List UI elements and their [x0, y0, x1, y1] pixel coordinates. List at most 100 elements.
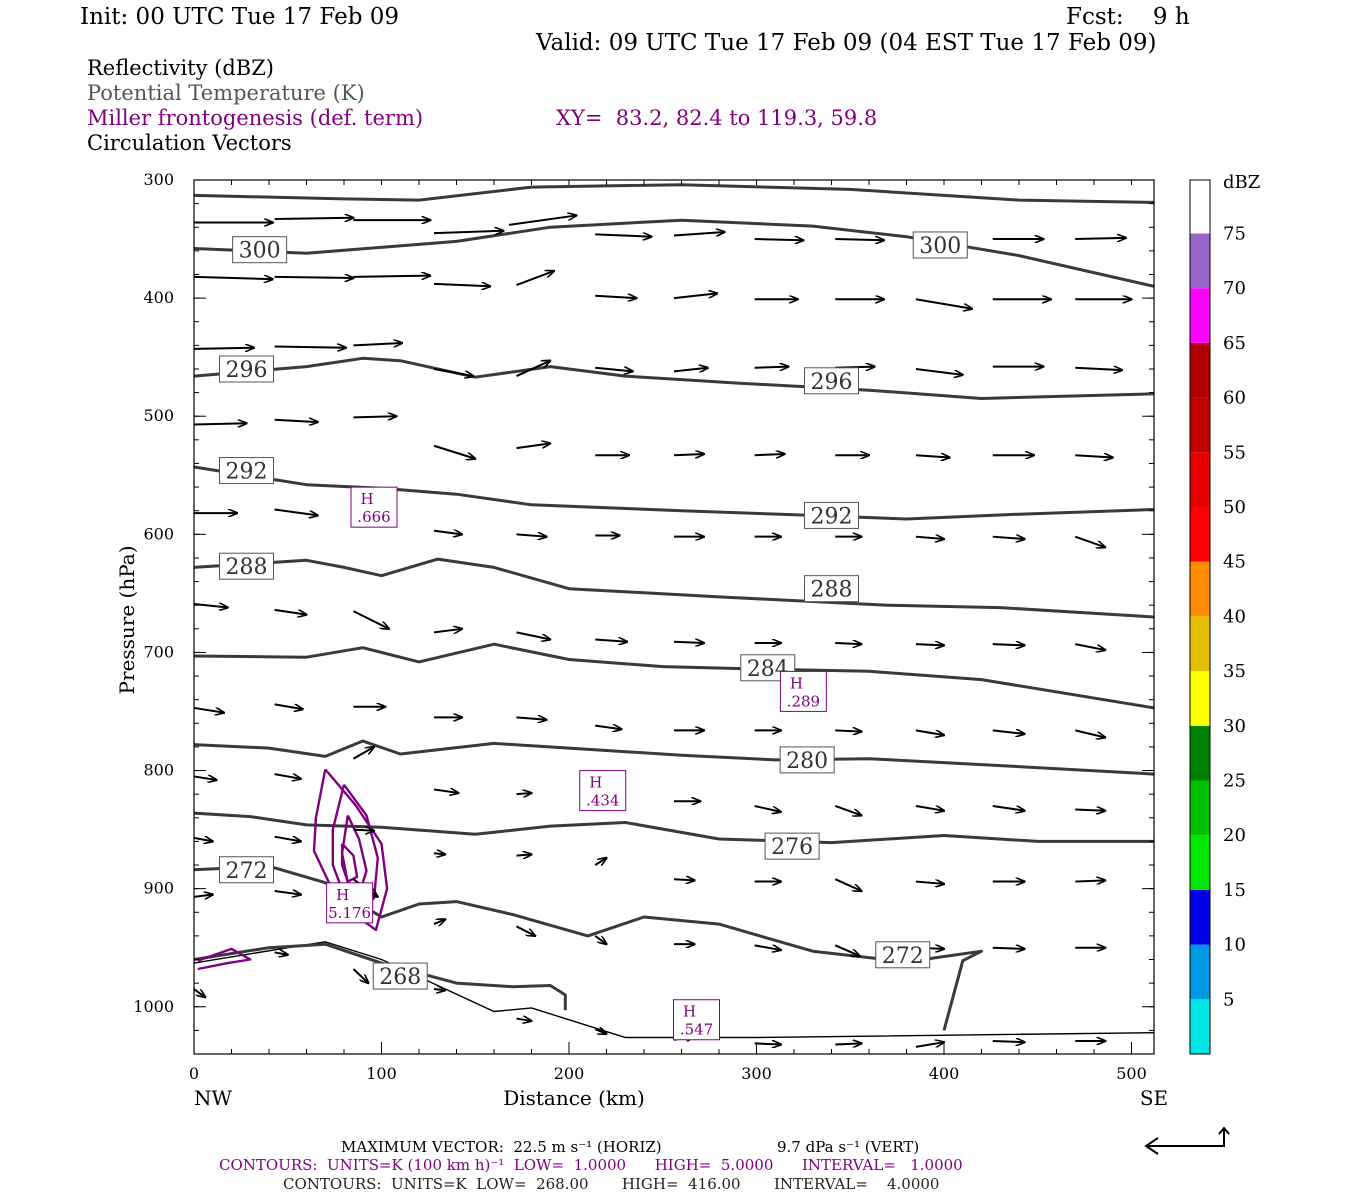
- colorbar-band-35: [1190, 671, 1210, 726]
- theta-contour-280: [193, 739, 1155, 776]
- circulation-vector: [1075, 455, 1113, 457]
- circulation-vector: [353, 830, 374, 831]
- colorbar-label-20: 20: [1223, 825, 1246, 846]
- circulation-vector: [1075, 368, 1122, 370]
- circulation-vector: [433, 444, 475, 459]
- circulation-vector: [516, 925, 536, 935]
- colorbar-label-35: 35: [1223, 661, 1246, 682]
- circulation-vector: [352, 747, 374, 760]
- circulation-vector: [433, 231, 503, 233]
- theta-contour-300: [193, 218, 1155, 288]
- colorbar-band-30: [1190, 725, 1210, 781]
- theta-contour-info: CONTOURS: UNITS=K LOW= 268.00 HIGH= 416.…: [283, 1175, 940, 1193]
- circulation-vector: [835, 730, 861, 731]
- circulation-vector: [1075, 729, 1105, 737]
- circulation-vector: [516, 443, 551, 450]
- circulation-vector: [274, 773, 301, 779]
- theta-label-268: 268: [379, 965, 421, 990]
- fgen-max-value: 5.176: [328, 904, 371, 922]
- y-tick-label: 1000: [133, 997, 174, 1016]
- fgen-max-box: [779, 670, 827, 712]
- circulation-vector: [274, 608, 307, 615]
- circulation-vector: [433, 919, 445, 924]
- theta-label-296: 296: [226, 358, 268, 383]
- circulation-vector: [754, 454, 785, 455]
- fgen-max-value: .547: [680, 1021, 713, 1039]
- x-tick-label: 100: [366, 1064, 397, 1083]
- x-tick-label: 500: [1116, 1064, 1147, 1083]
- circulation-vector: [193, 277, 273, 279]
- circulation-vector: [915, 729, 944, 735]
- theta-label-292: 292: [811, 504, 853, 529]
- fgen-max-value: .289: [787, 692, 820, 710]
- theta-label-box: [804, 501, 859, 529]
- circulation-vector: [673, 293, 717, 300]
- fgen-max-box: [579, 770, 627, 812]
- colorbar-label-5: 5: [1223, 989, 1234, 1010]
- legend-reflectivity: Reflectivity (dBZ): [87, 56, 275, 80]
- theta-contour-292: [193, 465, 1155, 521]
- circulation-vector: [193, 838, 213, 842]
- circulation-vector: [274, 703, 303, 709]
- plot-frame: [193, 179, 1155, 1055]
- theta-contour-284: [193, 642, 1155, 710]
- fgen-max-h: H: [589, 774, 602, 792]
- theta-contour-276: [193, 811, 1154, 845]
- theta-label-box: [372, 962, 428, 990]
- circulation-vector: [352, 610, 389, 629]
- fgen-max-value: .666: [357, 508, 390, 526]
- circulation-vector: [992, 644, 1025, 645]
- x-tick-label: 400: [929, 1064, 960, 1083]
- theta-contour-296: [193, 356, 1155, 400]
- circulation-vector: [274, 277, 354, 278]
- circulation-vector: [835, 643, 861, 644]
- circulation-vector: [594, 1029, 606, 1034]
- circulation-vector: [353, 276, 430, 277]
- y-tick-label: 800: [143, 761, 174, 780]
- circulation-vector: [834, 805, 861, 815]
- circulation-vector: [673, 232, 725, 236]
- circulation-vector: [1075, 810, 1105, 811]
- circulation-vector: [516, 631, 551, 639]
- circulation-vector: [673, 454, 704, 455]
- circulation-vector: [274, 835, 301, 842]
- fgen-max-h: H: [683, 1003, 696, 1021]
- circulation-vector: [193, 348, 254, 349]
- colorbar-label-45: 45: [1223, 552, 1246, 573]
- circulation-vector: [193, 604, 228, 608]
- circulation-vector: [992, 730, 1025, 734]
- colorbar-label-55: 55: [1223, 442, 1246, 463]
- circulation-vector: [992, 948, 1025, 949]
- legend-potential-temperature: Potential Temperature (K): [87, 81, 365, 105]
- theta-contour-300: [193, 183, 1155, 204]
- fgen-max-h: H: [790, 674, 803, 692]
- y-tick-label: 300: [143, 170, 174, 189]
- colorbar-band-65: [1190, 342, 1210, 398]
- se-end-label: SE: [1140, 1086, 1168, 1110]
- theta-label-292: 292: [226, 460, 268, 485]
- circulation-vector: [673, 642, 704, 643]
- fgen-max-box: [350, 486, 398, 528]
- max-vertical-vector-label: 9.7 dPa s⁻¹ (VERT): [777, 1138, 920, 1156]
- circulation-vector: [754, 944, 781, 950]
- fgen-contour-5: [197, 947, 252, 971]
- circulation-vector: [754, 367, 789, 368]
- colorbar-band-60: [1190, 397, 1210, 453]
- circulation-vector: [516, 793, 532, 794]
- y-tick-label: 600: [143, 524, 174, 543]
- circulation-vector: [516, 854, 532, 855]
- frontogenesis-contour-info: CONTOURS: UNITS=K (100 km h)⁻¹ LOW= 1.00…: [219, 1156, 963, 1174]
- circulation-vector: [193, 988, 205, 997]
- colorbar-band-10: [1190, 944, 1210, 1000]
- nw-end-label: NW: [194, 1086, 233, 1110]
- circulation-vector: [516, 534, 547, 536]
- theta-label-box: [912, 231, 968, 259]
- theta-label-box: [804, 367, 859, 395]
- circulation-vector: [433, 629, 462, 633]
- y-tick-label: 900: [143, 879, 174, 898]
- theta-label-box: [875, 941, 931, 969]
- colorbar-label-50: 50: [1223, 497, 1246, 518]
- max-vector-label: MAXIMUM VECTOR: 22.5 m s⁻¹ (HORIZ): [341, 1138, 662, 1156]
- circulation-vector: [754, 804, 781, 812]
